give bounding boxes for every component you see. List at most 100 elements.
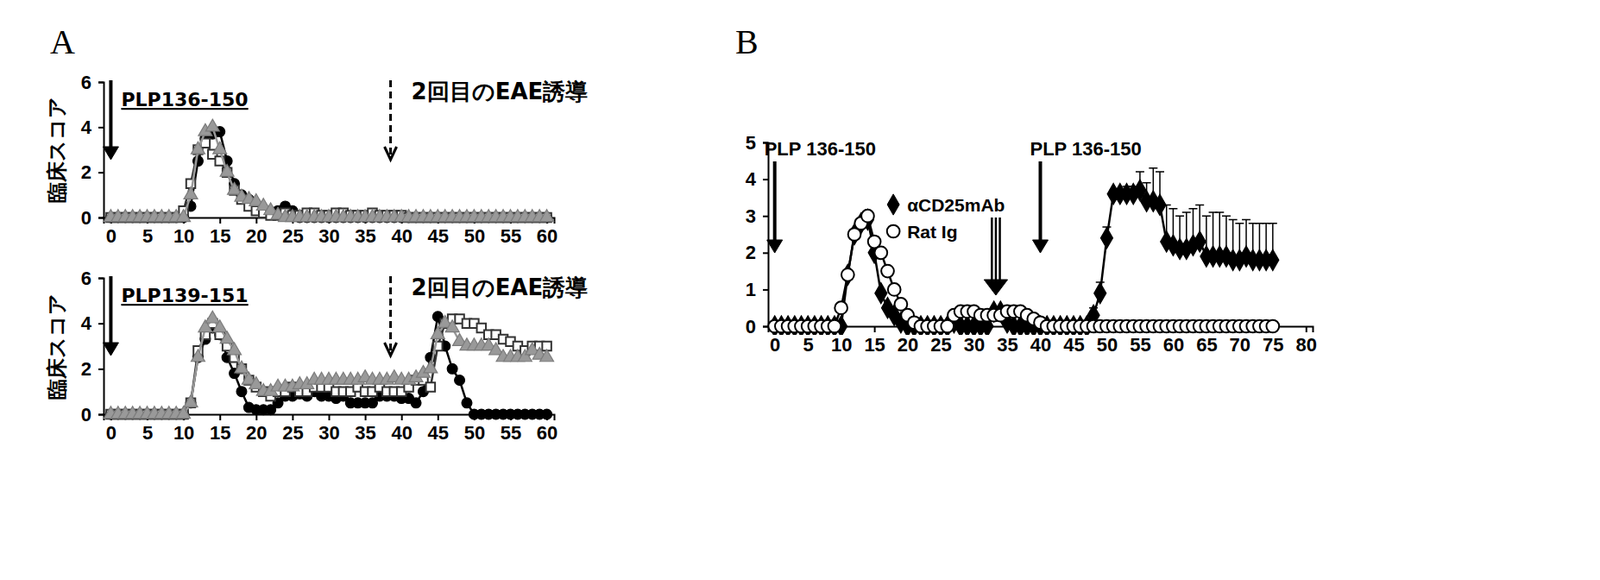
x-tick-mark (437, 414, 440, 421)
y-tick-mark (98, 277, 104, 280)
annotation-text: 2回目のEAE誘導 (411, 78, 589, 105)
x-tick-label: 45 (428, 422, 449, 444)
x-tick-label: 0 (769, 333, 781, 356)
x-tick-label: 25 (930, 333, 952, 356)
annotation-text: PLP 136-150 (1030, 138, 1142, 160)
x-tick-label: 50 (1096, 333, 1118, 356)
x-tick-label: 5 (803, 333, 814, 356)
y-tick-label: 5 (745, 132, 756, 154)
series-line (110, 316, 547, 415)
annotation-text: PLP139-151 (120, 284, 248, 307)
x-tick-label: 0 (106, 422, 117, 444)
x-tick-mark (874, 326, 876, 333)
data-point (205, 119, 220, 132)
x-tick-label: 20 (245, 225, 267, 247)
x-tick: 20 (245, 217, 267, 247)
y-tick: 3 (745, 205, 769, 227)
data-point (227, 342, 242, 355)
data-point (828, 320, 842, 334)
y-axis: 0 2 4 6 (81, 267, 105, 426)
arrow-shaft (389, 80, 392, 158)
x-tick-label: 40 (1030, 333, 1052, 356)
arrow-head (384, 146, 397, 160)
data-point (220, 331, 234, 344)
legend-label: αCD25mAb (907, 195, 1005, 215)
y-tick: 4 (81, 312, 104, 334)
series (106, 126, 553, 223)
y-axis-title: 臨床スコア (44, 293, 70, 400)
x-tick-label: 15 (863, 333, 885, 356)
data-point (445, 320, 460, 333)
data-point (1153, 194, 1166, 215)
annotation-text: PLP136-150 (120, 88, 248, 111)
y-tick-mark (762, 289, 769, 291)
series (768, 209, 1279, 334)
x-tick-label: 15 (209, 225, 231, 247)
arrow-shaft (108, 276, 113, 349)
x-tick-label: 30 (318, 225, 340, 247)
y-tick: 0 (81, 207, 104, 229)
y-tick-label: 2 (745, 241, 756, 264)
treatment-arrow (998, 217, 1002, 287)
y-tick: 2 (745, 241, 769, 264)
annotation-arrow (102, 80, 119, 160)
x-tick-label: 60 (536, 422, 558, 444)
panel-title: A (50, 22, 76, 62)
plot-area (103, 119, 554, 223)
x-tick-label: 45 (428, 225, 449, 247)
y-axis-line (98, 278, 105, 416)
legend-marker (887, 225, 901, 239)
x-tick-mark (291, 414, 294, 421)
x-tick-label: 20 (245, 422, 267, 444)
legend: αCD25mAbRat Ig (887, 194, 1006, 242)
data-point (423, 360, 438, 373)
y-axis-title: 臨床スコア (44, 96, 70, 203)
chart-panel: 0510152025303540455055600246臨床スコアPLP139-… (44, 267, 588, 444)
x-tick: 80 (1296, 326, 1317, 356)
annotation-arrow (384, 276, 397, 356)
y-tick-mark (762, 251, 769, 254)
plot-area (768, 168, 1279, 335)
arrow-head (767, 239, 783, 253)
series-line (774, 215, 1273, 327)
x-tick-mark (219, 414, 221, 421)
y-tick-label: 6 (81, 267, 92, 290)
x-tick-label: 20 (897, 333, 919, 356)
series (768, 168, 1279, 335)
x-tick-label: 75 (1262, 333, 1284, 356)
x-tick: 45 (428, 414, 449, 444)
data-point (828, 315, 841, 335)
y-tick-mark (98, 414, 104, 416)
figure: 0510152025303540455055600246A臨床スコアPLP136… (0, 0, 1600, 580)
y-tick: 2 (81, 161, 104, 183)
y-tick-label: 0 (81, 403, 92, 426)
x-tick-label: 55 (1129, 333, 1151, 356)
y-axis-line (98, 82, 105, 219)
x-tick-label: 30 (963, 333, 985, 356)
x-tick-label: 5 (142, 422, 153, 444)
x-tick-mark (401, 414, 404, 421)
y-tick-label: 2 (81, 358, 92, 380)
data-point (888, 283, 901, 297)
series (103, 310, 554, 418)
arrow-head (384, 342, 397, 356)
data-point (541, 409, 553, 420)
arrow-shaft (773, 161, 777, 246)
y-axis-line (762, 143, 769, 328)
y-axis: 0 2 4 6 (81, 71, 105, 229)
series-line (110, 318, 547, 415)
data-point (874, 245, 888, 259)
annotation-text: PLP 136-150 (764, 138, 876, 160)
data-point (1266, 249, 1279, 271)
y-tick-label: 4 (745, 168, 757, 190)
y-tick: 6 (81, 71, 104, 94)
x-tick-label: 35 (354, 225, 376, 247)
y-tick-label: 4 (81, 116, 93, 139)
x-tick-label: 10 (173, 225, 195, 247)
y-tick-mark (762, 326, 769, 328)
arrow-shaft (108, 80, 113, 153)
x-tick: 25 (282, 414, 303, 444)
data-point (183, 395, 198, 408)
treatment-arrow-head (983, 279, 1008, 296)
y-tick: 0 (81, 403, 104, 426)
